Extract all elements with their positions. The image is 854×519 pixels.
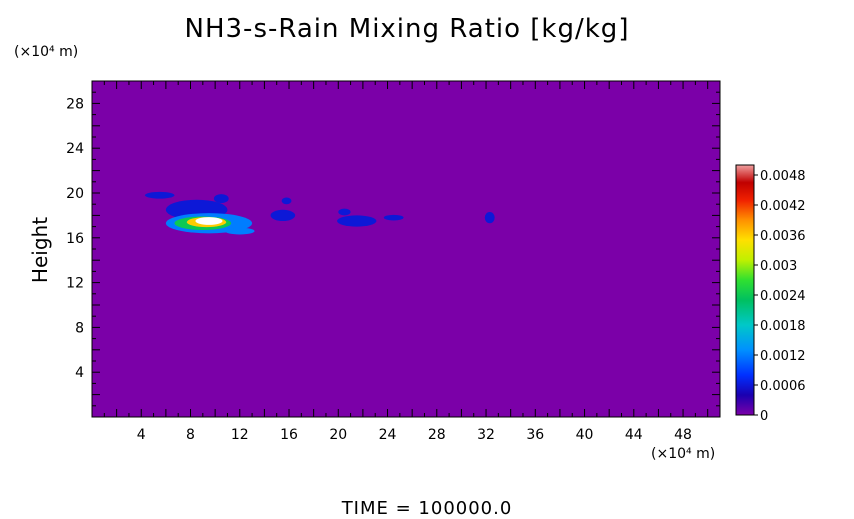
x-tick-label: 8 (186, 427, 195, 443)
x-tick-label: 32 (477, 427, 495, 443)
heatmap-feature (213, 194, 229, 204)
x-axis-unit: (×10⁴ m) (651, 446, 716, 462)
colorbar (735, 164, 755, 416)
colorbar-label: 0.0042 (760, 199, 806, 214)
x-tick-label: 24 (379, 427, 397, 443)
heatmap-feature (224, 227, 255, 235)
y-tick-label: 12 (66, 276, 84, 292)
heatmap-feature (281, 197, 292, 205)
x-tick-label: 40 (576, 427, 594, 443)
x-tick-label: 4 (137, 427, 146, 443)
colorbar-label: 0.0048 (760, 169, 806, 184)
y-axis-unit: (×10⁴ m) (14, 44, 79, 60)
y-tick-label: 28 (66, 96, 84, 112)
heatmap-feature (270, 209, 296, 221)
y-tick-label: 16 (66, 231, 84, 247)
chart-title: NH3-s-Rain Mixing Ratio [kg/kg] (184, 14, 630, 44)
y-tick-label: 24 (66, 141, 84, 157)
x-tick-label: 20 (329, 427, 347, 443)
colorbar-label: 0 (760, 409, 768, 424)
x-tick-label: 36 (526, 427, 544, 443)
x-tick-label: 12 (231, 427, 249, 443)
heatmap-feature (338, 208, 351, 216)
x-tick-label: 48 (674, 427, 692, 443)
time-label: TIME = 100000.0 (341, 498, 513, 519)
colorbar-label: 0.0006 (760, 379, 806, 394)
y-tick-label: 8 (75, 320, 84, 336)
x-tick-label: 44 (625, 427, 643, 443)
heatmap-feature (383, 214, 404, 221)
y-tick-label: 20 (66, 186, 84, 202)
heatmap-feature (144, 191, 175, 199)
x-tick-label: 16 (280, 427, 298, 443)
x-tick-label: 28 (428, 427, 446, 443)
plot-background (92, 81, 720, 417)
colorbar-label: 0.0018 (760, 319, 806, 334)
colorbar-label: 0.0024 (760, 289, 806, 304)
heatmap-feature (195, 217, 223, 225)
y-tick-label: 4 (75, 365, 84, 381)
colorbar-label: 0.0036 (760, 229, 806, 244)
heatmap-feature (337, 215, 377, 227)
colorbar-label: 0.003 (760, 259, 797, 274)
heatmap-feature (484, 212, 495, 224)
colorbar-label: 0.0012 (760, 349, 806, 364)
